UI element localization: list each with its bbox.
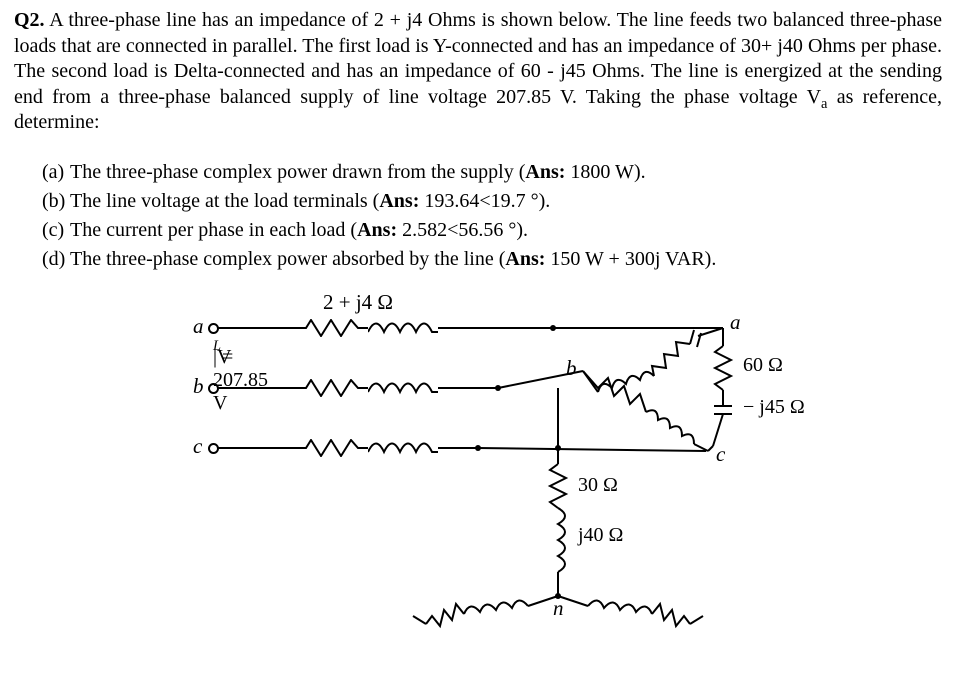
phase-c-left: c — [193, 434, 202, 459]
delta-x-label: − j45 Ω — [743, 396, 805, 419]
part-text: The three-phase complex power drawn from… — [70, 158, 646, 187]
part-label: (a) — [42, 158, 70, 187]
part-label: (c) — [42, 216, 70, 245]
resistor-icon — [298, 379, 368, 397]
wire — [557, 388, 559, 448]
wire — [218, 447, 298, 449]
phase-b-left: b — [193, 374, 204, 399]
question-body: Q2. A three-phase line has an impedance … — [14, 8, 942, 136]
inductor-icon — [368, 319, 438, 337]
part-b: (b) The line voltage at the load termina… — [42, 187, 942, 216]
circuit-diagram: 2 + j4 Ω a b c |VL| = 207.85 V — [118, 296, 838, 636]
wire — [408, 446, 420, 621]
wye-r-label: 30 Ω — [578, 474, 618, 497]
delta-a-label: a — [730, 310, 741, 335]
question-label: Q2. — [14, 9, 45, 31]
line-impedance-label: 2 + j4 Ω — [323, 290, 393, 315]
wire — [218, 327, 298, 329]
part-a: (a) The three-phase complex power drawn … — [42, 158, 942, 187]
neutral-label: n — [553, 596, 564, 621]
phase-a-left: a — [193, 314, 204, 339]
delta-c-label: c — [716, 442, 725, 467]
wire — [218, 387, 298, 389]
part-text: The line voltage at the load terminals (… — [70, 187, 550, 216]
part-d: (d) The three-phase complex power absorb… — [42, 245, 942, 274]
wire — [498, 326, 608, 396]
wire — [438, 387, 498, 389]
delta-b-label: b — [566, 356, 577, 381]
wye-x-label: j40 Ω — [578, 524, 623, 547]
resistor-icon — [298, 439, 368, 457]
part-c: (c) The current per phase in each load (… — [42, 216, 942, 245]
part-text: The three-phase complex power absorbed b… — [70, 245, 716, 274]
part-text: The current per phase in each load (Ans:… — [70, 216, 528, 245]
question-text-1: A three-phase line has an impedance of 2… — [14, 9, 942, 108]
node-dot — [555, 445, 561, 451]
sub-parts: (a) The three-phase complex power drawn … — [42, 158, 942, 274]
inductor-icon — [368, 379, 438, 397]
part-label: (b) — [42, 187, 70, 216]
part-label: (d) — [42, 245, 70, 274]
delta-r-label: 60 Ω — [743, 354, 783, 377]
resistor-icon — [298, 319, 368, 337]
